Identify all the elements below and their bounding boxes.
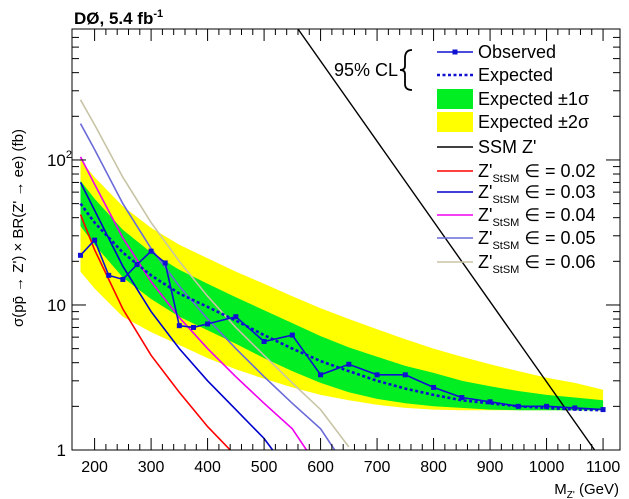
band1-band [80,180,604,411]
observed-point [600,407,606,413]
s003-curve [79,182,274,450]
observed-point [120,276,126,282]
title-superscript: -1 [153,8,163,20]
s006-curve [79,99,350,448]
x-tick-label: 900 [477,459,504,476]
legend-marker [452,49,458,55]
observed-point [190,324,196,330]
legend-label: SSM Z' [478,137,536,157]
theory-curves [79,29,596,450]
s005-curve [79,123,336,450]
observed-point [318,372,324,378]
observed-point [134,262,140,268]
y-tick-label: 1 [57,441,66,460]
legend-label: Z'StSM ∈ = 0.05 [478,228,596,252]
observed-point [106,272,112,278]
x-tick-label: 700 [364,459,391,476]
legend-label: Expected [478,65,553,85]
observed-point [233,314,239,320]
s004-curve [79,156,308,450]
axes: 200 300 400 500 600 700 800 900 1000 1100 1 10 102 [47,28,621,476]
observed-point [148,248,154,254]
legend-entry-ssm: SSM Z' [437,137,536,157]
legend-label: Z'StSM ∈ = 0.03 [478,182,596,206]
expected-bands [80,160,604,411]
legend-entry-s005: Z'StSM ∈ = 0.05 [437,228,596,252]
observed-point [459,395,465,401]
legend-entry-band2: Expected ±2σ [437,112,589,132]
y-tick-label: 10 [47,296,66,315]
x-tick-label: 500 [251,459,278,476]
y-tick-label: 102 [47,149,72,170]
legend-entry-band1: Expected ±1σ [437,89,589,109]
observed-point [487,399,493,405]
legend-entry-s003: Z'StSM ∈ = 0.03 [437,182,596,206]
x-axis-label-subscript: Z' [567,490,575,499]
legend-label: Z'StSM ∈ = 0.02 [478,161,596,185]
observed-point [346,361,352,367]
x-tick-label: 300 [138,459,165,476]
legend-swatch [437,89,473,109]
legend-brace [399,49,413,91]
legend-label: Z'StSM ∈ = 0.06 [478,252,596,276]
observed-point [431,384,437,390]
observed-point [374,372,380,378]
legend-group-label: 95% CL [334,60,398,80]
observed-point [289,332,295,338]
observed-point [544,403,550,409]
x-tick-label: 1000 [529,459,565,476]
observed-point [402,372,408,378]
band2-band [80,160,604,411]
x-tick-label: 800 [420,459,447,476]
observed-point [176,323,182,329]
observed-point [572,405,578,411]
x-axis-label: MZ' (GeV) [554,481,619,499]
legend-entry-observed: Observed [437,42,556,62]
legend-entry-s004: Z'StSM ∈ = 0.04 [437,205,596,229]
observed-point [77,252,83,258]
observed-point [515,403,521,409]
plot-frame [71,28,621,451]
legend-label: Observed [478,42,556,62]
legend-swatch [437,112,473,132]
observed-point [261,338,267,344]
observed-limit-line [79,238,604,411]
chart-title: DØ, 5.4 fb-1 [74,8,163,28]
legend-label: Expected ±2σ [478,112,589,132]
x-tick-label: 600 [307,459,334,476]
observed-point [205,321,211,327]
legend-label: Z'StSM ∈ = 0.04 [478,205,596,229]
y-axis-label: σ(pp̄ → Z') × BR(Z' → ee) (fb) [10,129,27,327]
legend-label: Expected ±1σ [478,89,589,109]
s002-curve [79,214,231,450]
legend: Observed Expected Expected ±1σ Expected ±2σ… [334,42,596,276]
legend-entry-s006: Z'StSM ∈ = 0.06 [437,252,596,276]
legend-entry-s002: Z'StSM ∈ = 0.02 [437,161,596,185]
limit-curves [77,202,606,413]
legend-entry-expected: Expected [437,65,553,85]
ssm-curve [297,29,596,450]
observed-point [92,237,98,243]
x-tick-label: 400 [194,459,221,476]
observed-point [162,260,168,266]
x-tick-label: 200 [81,459,108,476]
x-axis-label-unit: (GeV) [575,481,619,498]
x-tick-label: 1100 [586,459,621,476]
